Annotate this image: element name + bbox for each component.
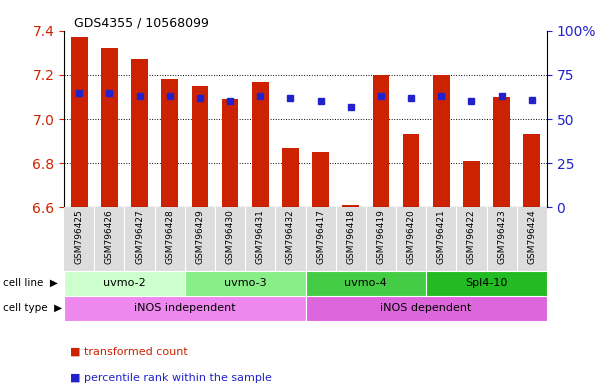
Bar [493,97,510,207]
Text: iNOS independent: iNOS independent [134,303,236,313]
Bar [161,79,178,207]
Text: uvmo-4: uvmo-4 [345,278,387,288]
Bar [373,75,389,207]
Text: GSM796423: GSM796423 [497,209,506,264]
Text: GSM796424: GSM796424 [527,209,536,264]
Text: cell type  ▶: cell type ▶ [3,303,62,313]
Text: GSM796429: GSM796429 [196,209,205,264]
Text: GSM796422: GSM796422 [467,209,476,264]
Text: GSM796418: GSM796418 [346,209,355,264]
Bar [312,152,329,207]
Text: cell line  ▶: cell line ▶ [3,278,58,288]
Bar [64,271,185,296]
Bar [463,161,480,207]
Bar [131,60,148,207]
Text: GSM796421: GSM796421 [437,209,446,264]
Bar [192,86,208,207]
Bar [426,271,547,296]
Text: GSM796419: GSM796419 [376,209,386,264]
Text: GSM796425: GSM796425 [75,209,84,264]
Bar [306,296,547,321]
Bar [342,205,359,207]
Text: uvmo-2: uvmo-2 [103,278,146,288]
Bar [71,37,87,207]
Text: ■ transformed count: ■ transformed count [70,346,188,356]
Bar [252,81,269,207]
Bar [433,75,450,207]
Bar [101,48,118,207]
Text: uvmo-3: uvmo-3 [224,278,266,288]
Text: GSM796420: GSM796420 [406,209,415,264]
Bar [403,134,419,207]
Bar [185,271,306,296]
Text: GSM796427: GSM796427 [135,209,144,264]
Text: GSM796417: GSM796417 [316,209,325,264]
Text: GSM796426: GSM796426 [105,209,114,264]
Text: GSM796431: GSM796431 [256,209,265,264]
Bar [306,271,426,296]
Bar [222,99,238,207]
Text: GSM796432: GSM796432 [286,209,295,264]
Bar [64,296,306,321]
Bar [282,148,299,207]
Text: GDS4355 / 10568099: GDS4355 / 10568099 [74,17,209,30]
Text: GSM796430: GSM796430 [225,209,235,264]
Text: ■ percentile rank within the sample: ■ percentile rank within the sample [70,373,272,383]
Bar [524,134,540,207]
Text: iNOS dependent: iNOS dependent [381,303,472,313]
Text: GSM796428: GSM796428 [165,209,174,264]
Text: Spl4-10: Spl4-10 [466,278,508,288]
